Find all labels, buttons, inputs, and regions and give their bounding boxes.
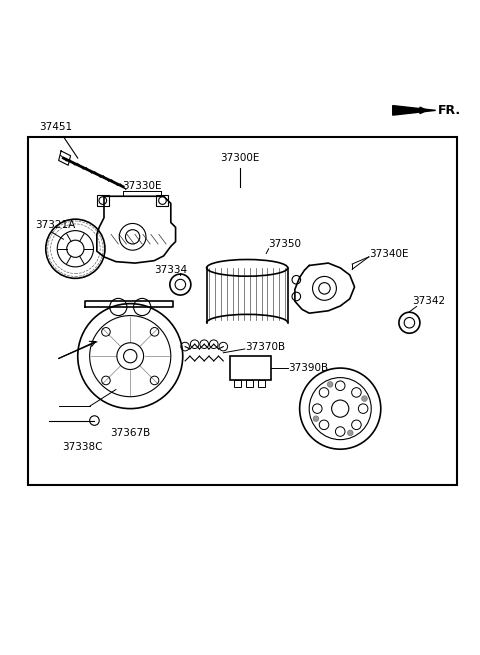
Circle shape	[327, 381, 333, 387]
Text: 37451: 37451	[39, 122, 72, 132]
Polygon shape	[393, 105, 436, 115]
Text: FR.: FR.	[438, 104, 461, 117]
Bar	[156, 195, 168, 206]
Text: 37342: 37342	[412, 296, 445, 306]
Text: 37350: 37350	[269, 239, 301, 249]
Text: 37330E: 37330E	[122, 181, 162, 191]
Circle shape	[348, 430, 353, 436]
Text: 37367B: 37367B	[110, 428, 150, 438]
Bar	[234, 380, 241, 387]
Bar	[28, 137, 457, 485]
Circle shape	[313, 416, 319, 422]
Circle shape	[361, 396, 367, 402]
Text: 37340E: 37340E	[369, 248, 408, 259]
Text: 37334: 37334	[154, 265, 187, 275]
Bar	[97, 195, 109, 206]
Text: 37300E: 37300E	[220, 153, 260, 163]
Bar	[246, 380, 253, 387]
Text: 37338C: 37338C	[62, 442, 103, 452]
Bar	[230, 356, 271, 380]
Text: 37390B: 37390B	[288, 363, 328, 373]
Bar	[258, 380, 265, 387]
Text: 37370B: 37370B	[245, 342, 285, 352]
Text: 37321A: 37321A	[35, 219, 75, 230]
